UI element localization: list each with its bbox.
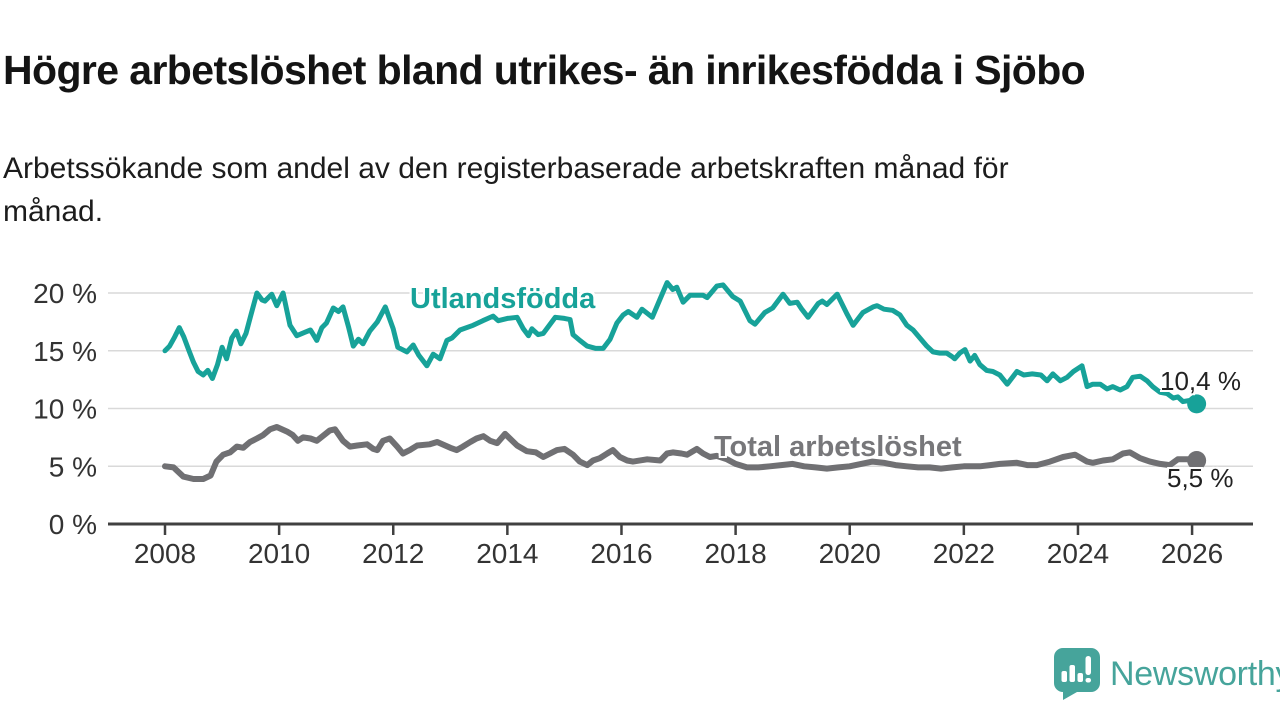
newsworthy-logo: Newsworthy [1053, 647, 1280, 701]
series-end-dot-1 [1187, 450, 1207, 470]
chart-subtitle: Arbetssökande som andel av den registerb… [3, 152, 1009, 228]
series-line-0 [162, 280, 1200, 407]
series-label-utlandsfodda: Utlandsfödda [410, 283, 596, 315]
x-tick-label: 2018 [704, 538, 766, 569]
x-tick-label: 2020 [819, 538, 881, 569]
newsworthy-wordmark: Newsworthy [1110, 654, 1280, 693]
x-tick-label: 2016 [590, 538, 652, 569]
series-line-1 [162, 424, 1200, 482]
newsworthy-logo-icon [1054, 648, 1100, 700]
page-title: Högre arbetslöshet bland utrikes- än inr… [3, 47, 1086, 94]
series-label-total-arbetsloshet: Total arbetslöshet [714, 431, 962, 463]
x-tick-label: 2008 [134, 538, 196, 569]
y-tick-label: 10 % [33, 394, 97, 425]
y-tick-label: 20 % [33, 278, 97, 309]
y-tick-label: 15 % [33, 336, 97, 367]
end-value-label-utlandsfodda: 10,4 % [1160, 366, 1241, 396]
x-tick-label: 2024 [1047, 538, 1109, 569]
y-tick-label: 5 % [49, 451, 97, 482]
series-end-dot-0 [1187, 394, 1207, 414]
end-value-label-total: 5,5 % [1167, 463, 1234, 493]
x-tick-label: 2010 [248, 538, 310, 569]
x-tick-label: 2026 [1161, 538, 1223, 569]
x-tick-label: 2022 [933, 538, 995, 569]
y-tick-label: 0 % [49, 509, 97, 540]
x-tick-label: 2012 [362, 538, 424, 569]
x-tick-label: 2014 [476, 538, 538, 569]
